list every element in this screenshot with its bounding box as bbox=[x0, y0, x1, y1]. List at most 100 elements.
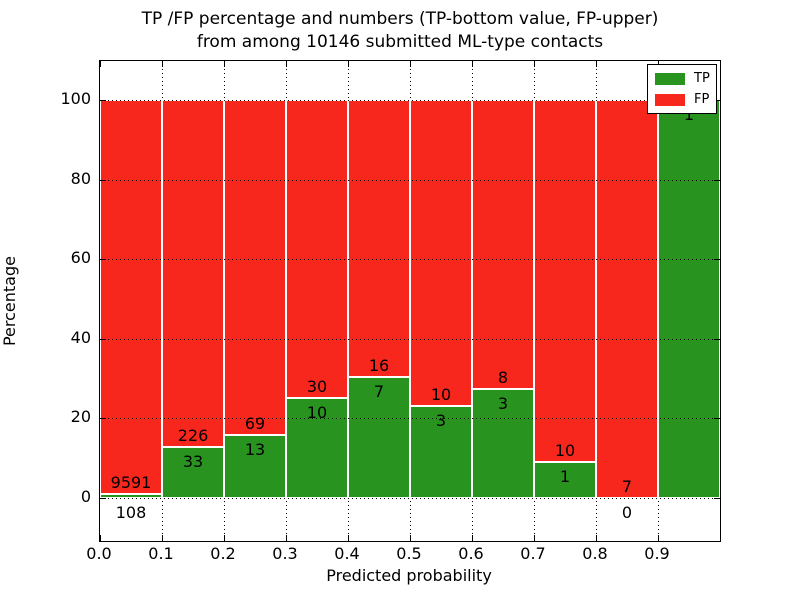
bar-0.4 bbox=[348, 100, 410, 498]
bar-fp-segment bbox=[411, 101, 471, 405]
y-tick-mark bbox=[714, 339, 720, 340]
x-tick-label: 0.3 bbox=[272, 544, 298, 563]
bar-tp-segment bbox=[659, 101, 719, 497]
x-tick-label: 0.1 bbox=[148, 544, 174, 563]
horizontal-gridline bbox=[100, 498, 720, 499]
bar-tp-segment bbox=[411, 407, 471, 497]
tp-count-label: 10 bbox=[306, 403, 328, 422]
fp-count-label: 30 bbox=[306, 377, 328, 396]
x-tick-label: 0.2 bbox=[210, 544, 236, 563]
y-tick-mark bbox=[100, 498, 106, 499]
x-tick-mark bbox=[596, 535, 597, 541]
x-tick-mark bbox=[410, 61, 411, 67]
bar-0.0 bbox=[100, 100, 162, 498]
fp-count-label: 8 bbox=[497, 368, 509, 387]
bar-tp-segment bbox=[101, 495, 161, 497]
bar-tp-segment bbox=[473, 390, 533, 497]
y-axis-label: Percentage bbox=[0, 256, 19, 347]
y-tick-label: 80 bbox=[70, 169, 91, 188]
y-tick-label: 0 bbox=[80, 487, 91, 506]
x-tick-mark bbox=[224, 535, 225, 541]
bar-fp-segment bbox=[287, 101, 347, 397]
legend-swatch-fp bbox=[655, 93, 685, 106]
y-tick-label: 100 bbox=[60, 89, 91, 108]
tp-count-label: 7 bbox=[373, 382, 385, 401]
horizontal-gridline bbox=[100, 100, 720, 101]
y-tick-label: 20 bbox=[70, 407, 91, 426]
x-tick-mark bbox=[286, 61, 287, 67]
bar-0.6 bbox=[472, 100, 534, 498]
horizontal-gridline bbox=[100, 259, 720, 260]
bar-0.1 bbox=[162, 100, 224, 498]
chart-title-line2: from among 10146 submitted ML-type conta… bbox=[196, 32, 604, 52]
bar-tp-segment bbox=[535, 463, 595, 497]
y-tick-mark bbox=[100, 339, 106, 340]
tp-count-label: 108 bbox=[115, 503, 147, 522]
legend-entry-fp: FP bbox=[655, 92, 716, 107]
x-tick-mark bbox=[410, 535, 411, 541]
tp-count-label: 13 bbox=[244, 440, 266, 459]
x-tick-mark bbox=[100, 61, 101, 67]
x-tick-mark bbox=[162, 61, 163, 67]
legend-label: TP bbox=[694, 71, 710, 86]
x-tick-mark bbox=[224, 61, 225, 67]
horizontal-gridline bbox=[100, 418, 720, 419]
x-tick-mark bbox=[534, 61, 535, 67]
x-tick-mark bbox=[596, 61, 597, 67]
y-tick-mark bbox=[714, 100, 720, 101]
y-tick-mark bbox=[100, 418, 106, 419]
y-tick-mark bbox=[100, 180, 106, 181]
y-tick-mark bbox=[714, 180, 720, 181]
bar-0.8 bbox=[596, 100, 658, 498]
x-axis-label: Predicted probability bbox=[326, 566, 492, 585]
x-tick-mark bbox=[348, 61, 349, 67]
y-tick-mark bbox=[100, 259, 106, 260]
x-tick-mark bbox=[534, 535, 535, 541]
tp-count-label: 3 bbox=[497, 394, 509, 413]
x-tick-label: 0.8 bbox=[582, 544, 608, 563]
legend-entry-tp: TP bbox=[655, 71, 716, 86]
bar-0.9 bbox=[658, 100, 720, 498]
x-tick-mark bbox=[472, 61, 473, 67]
fp-count-label: 10 bbox=[554, 441, 576, 460]
horizontal-gridline bbox=[100, 339, 720, 340]
bar-0.7 bbox=[534, 100, 596, 498]
legend-label: FP bbox=[694, 92, 710, 107]
bar-0.3 bbox=[286, 100, 348, 498]
x-tick-label: 0.6 bbox=[458, 544, 484, 563]
x-tick-mark bbox=[162, 535, 163, 541]
bar-fp-segment bbox=[349, 101, 409, 376]
x-tick-mark bbox=[472, 535, 473, 541]
x-tick-label: 0.7 bbox=[520, 544, 546, 563]
y-tick-mark bbox=[714, 418, 720, 419]
bar-tp-segment bbox=[163, 448, 223, 497]
tp-count-label: 33 bbox=[182, 452, 204, 471]
y-tick-mark bbox=[714, 498, 720, 499]
tp-count-label: 1 bbox=[683, 105, 695, 124]
plot-area: 9591 108 226 33 69 13 30 10 16 7 10 3 8 3 10 1 7 0 1 TP FP bbox=[99, 60, 721, 542]
x-tick-label: 0.0 bbox=[86, 544, 112, 563]
y-tick-label: 60 bbox=[70, 248, 91, 267]
bar-tp-segment bbox=[225, 436, 285, 497]
x-tick-label: 0.4 bbox=[334, 544, 360, 563]
bar-fp-segment bbox=[101, 101, 161, 493]
tp-count-label: 1 bbox=[559, 467, 571, 486]
fp-count-label: 10 bbox=[430, 385, 452, 404]
bar-tp-segment bbox=[287, 399, 347, 497]
x-tick-mark bbox=[100, 535, 101, 541]
tp-count-label: 3 bbox=[435, 411, 447, 430]
x-tick-mark bbox=[286, 535, 287, 541]
y-tick-label: 40 bbox=[70, 328, 91, 347]
legend-swatch-tp bbox=[655, 72, 685, 85]
fp-count-label: 69 bbox=[244, 414, 266, 433]
x-tick-label: 0.5 bbox=[396, 544, 422, 563]
chart-title-line1: TP /FP percentage and numbers (TP-bottom… bbox=[141, 9, 659, 29]
bar-fp-segment bbox=[225, 101, 285, 434]
bar-fp-segment bbox=[473, 101, 533, 388]
y-tick-mark bbox=[714, 259, 720, 260]
x-tick-label: 0.9 bbox=[644, 544, 670, 563]
tp-count-label: 0 bbox=[621, 503, 633, 522]
chart-title: TP /FP percentage and numbers (TP-bottom… bbox=[0, 8, 800, 54]
y-tick-mark bbox=[100, 100, 106, 101]
